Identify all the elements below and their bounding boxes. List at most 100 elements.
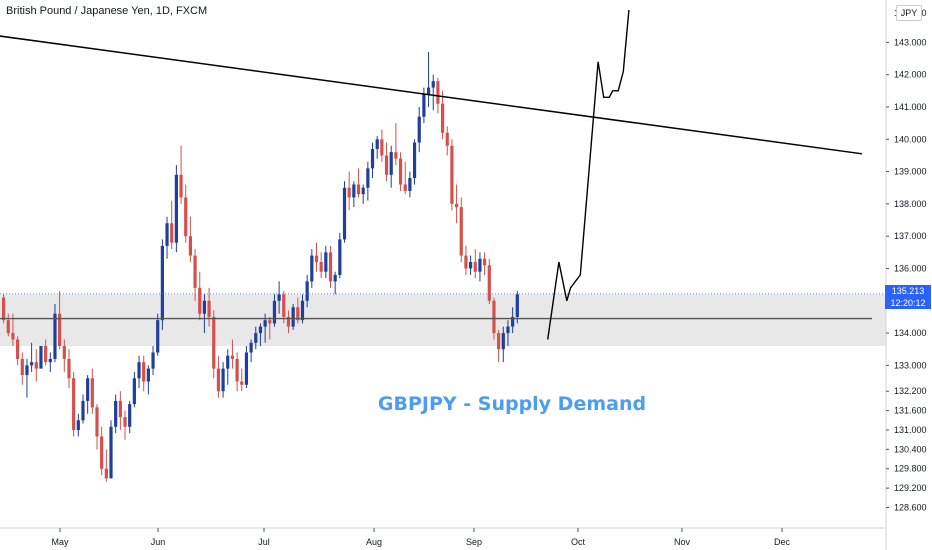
candle [324,245,328,279]
candle [389,145,393,188]
y-tick-label: 131.600 [894,406,927,416]
candle [151,346,155,376]
candle [76,413,80,437]
candle [450,139,454,211]
candle [184,184,188,243]
y-tick-label: 140.000 [894,134,927,144]
candle [249,339,253,363]
x-tick-label: Jun [151,537,166,547]
candle [431,74,435,111]
candle [100,426,104,476]
trendline [0,35,863,155]
candle [268,316,272,340]
candle [333,271,337,295]
candle [412,139,417,185]
candle [235,352,239,392]
x-tick-label: Aug [366,537,382,547]
symbol-title: British Pound / Japanese Yen, 1D, FXCM [6,5,208,17]
candle [123,410,127,440]
candle [90,368,94,414]
candle [137,355,141,388]
candle [179,145,183,204]
y-tick-label: 138.000 [894,199,927,209]
candle [506,320,510,346]
candle [478,252,482,282]
candle [170,200,174,250]
candle [244,346,249,388]
candle [58,291,62,350]
candle [398,152,403,191]
candle [118,391,122,430]
candle [286,310,291,334]
candle [174,165,178,253]
x-tick-label: Nov [674,537,691,547]
candle [497,329,501,363]
currency-badge[interactable]: JPY [896,5,922,21]
candle [230,339,235,369]
x-tick-label: Jul [258,537,270,547]
candle [319,252,323,279]
candle [426,52,431,107]
candle [198,271,202,321]
candle [226,349,230,385]
candle [165,216,169,259]
demand-zone [0,294,886,346]
candle [207,287,211,327]
candle [142,355,146,392]
candle [48,352,52,372]
candle [338,232,342,279]
candle [445,126,449,156]
candle [370,142,375,179]
candle [25,358,29,398]
y-tick-label: 129.800 [894,464,927,474]
y-tick-label: 130.400 [894,444,927,454]
y-tick-label: 128.600 [894,503,927,513]
y-tick-label: 141.000 [894,102,927,112]
candle [422,87,426,124]
candle [254,326,258,350]
x-tick-label: Oct [571,537,586,547]
candle [104,449,108,482]
candle [403,161,407,195]
candle [132,371,136,408]
candle [95,404,99,450]
x-tick-label: Dec [774,537,791,547]
candle [310,249,314,288]
candle [347,171,351,211]
candle [328,245,333,288]
candle [459,197,463,263]
candle [366,161,370,201]
candle [440,90,445,140]
candle [44,339,48,366]
candle [272,294,277,327]
candle [454,184,459,224]
candle [417,106,421,153]
candle [109,420,113,479]
y-tick-label: 136.000 [894,263,927,273]
candle [81,394,85,424]
candle [216,355,221,398]
candle [342,181,347,243]
candle [511,307,515,334]
candle [361,184,365,204]
chart-annotation: GBPJPY - Supply Demand [378,393,646,415]
candle [483,252,487,275]
candle [53,304,57,363]
candle [394,123,398,166]
candle [114,394,118,434]
candle [291,304,295,330]
candle [62,339,66,372]
x-tick-label: May [51,537,69,547]
candle [380,129,384,162]
x-tick-label: Sep [466,537,482,547]
candle [146,365,150,395]
y-tick-label: 129.200 [894,483,927,493]
y-tick-label: 139.000 [894,167,927,177]
projection-path [547,10,630,340]
candle [240,368,244,392]
candle [67,349,71,388]
candle [188,216,192,263]
candle [212,310,216,379]
